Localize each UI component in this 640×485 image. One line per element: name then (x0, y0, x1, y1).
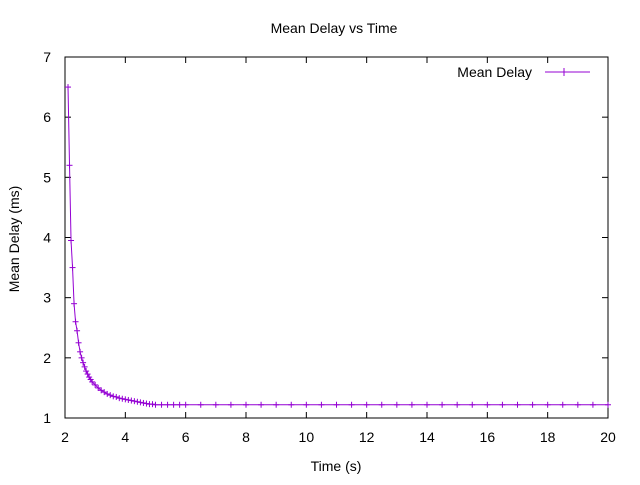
data-point-marker (134, 398, 141, 405)
data-point-marker (122, 396, 129, 403)
data-point-marker (499, 401, 506, 408)
series-layer (65, 84, 611, 408)
x-tick-label: 6 (182, 429, 190, 445)
x-tick-label: 8 (242, 429, 250, 445)
data-point-marker (333, 401, 340, 408)
data-point-marker (158, 401, 165, 408)
data-point-marker (131, 398, 138, 405)
data-point-marker (378, 401, 385, 408)
y-tick-label: 1 (43, 410, 51, 426)
x-tick-label: 12 (359, 429, 375, 445)
data-point-marker (137, 399, 144, 406)
data-point-marker (116, 395, 123, 402)
data-point-marker (303, 401, 310, 408)
data-point-marker (140, 399, 147, 406)
data-point-marker (348, 401, 355, 408)
legend-label: Mean Delay (457, 64, 532, 80)
data-point-marker (81, 363, 88, 370)
data-point-marker (69, 264, 76, 271)
data-point-marker (182, 401, 189, 408)
data-point-marker (574, 401, 581, 408)
data-point-marker (484, 401, 491, 408)
data-point-marker (212, 401, 219, 408)
data-point-marker (75, 339, 82, 346)
x-tick-label: 4 (121, 429, 129, 445)
chart-title: Mean Delay vs Time (271, 20, 398, 36)
x-tick-label: 18 (540, 429, 556, 445)
data-point-marker (78, 354, 85, 361)
x-tick-label: 10 (299, 429, 315, 445)
data-point-marker (170, 401, 177, 408)
x-tick-label: 14 (419, 429, 435, 445)
data-point-marker (84, 371, 91, 378)
x-tick-label: 20 (600, 429, 616, 445)
y-axis-label: Mean Delay (ms) (6, 186, 22, 293)
data-point-marker (110, 393, 117, 400)
data-point-marker (74, 327, 81, 334)
y-tick-label: 5 (43, 169, 51, 185)
data-point-marker (454, 401, 461, 408)
data-point-marker (80, 359, 87, 366)
data-point-marker (164, 401, 171, 408)
data-point-marker (104, 390, 111, 397)
data-point-marker (77, 348, 84, 355)
data-point-marker (589, 401, 596, 408)
y-tick-label: 7 (43, 49, 51, 65)
data-point-marker (243, 401, 249, 408)
data-point-marker (95, 384, 102, 391)
data-point-marker (514, 401, 521, 408)
data-point-marker (439, 401, 446, 408)
legend: Mean Delay (457, 64, 590, 80)
data-point-marker (605, 401, 611, 408)
data-point-marker (128, 397, 135, 404)
data-point-marker (273, 401, 280, 408)
data-point-marker (66, 162, 73, 169)
x-tick-label: 16 (480, 429, 496, 445)
data-point-marker (65, 84, 72, 91)
data-point-marker (143, 400, 150, 407)
y-tick-label: 3 (43, 290, 51, 306)
data-point-marker (125, 396, 132, 403)
data-point-marker (197, 401, 204, 408)
data-point-marker (363, 401, 370, 408)
data-point-marker (227, 401, 234, 408)
data-point-marker (149, 401, 156, 408)
data-point-marker (469, 401, 476, 408)
data-point-marker (176, 401, 183, 408)
data-point-marker (71, 300, 78, 307)
data-point-marker (288, 401, 295, 408)
y-tick-label: 2 (43, 350, 51, 366)
data-point-marker (72, 318, 79, 325)
data-point-marker (68, 237, 75, 244)
data-point-marker (318, 401, 325, 408)
y-tick-label: 4 (43, 230, 51, 246)
data-point-marker (113, 393, 120, 400)
data-point-marker (529, 401, 536, 408)
data-point-marker (83, 368, 90, 375)
x-axis-label: Time (s) (311, 458, 362, 474)
data-point-marker (119, 395, 126, 402)
data-point-marker (92, 381, 99, 388)
y-tick-label: 6 (43, 109, 51, 125)
data-point-marker (258, 401, 265, 408)
data-point-marker (107, 392, 114, 399)
data-point-marker (424, 401, 430, 408)
data-point-marker (559, 401, 566, 408)
data-point-marker (101, 389, 108, 396)
data-point-marker (98, 387, 105, 394)
data-point-marker (393, 401, 400, 408)
data-point-marker (408, 401, 415, 408)
data-point-marker (152, 401, 159, 408)
data-point-marker (544, 401, 551, 408)
data-point-marker (89, 378, 96, 385)
x-tick-label: 2 (61, 429, 69, 445)
